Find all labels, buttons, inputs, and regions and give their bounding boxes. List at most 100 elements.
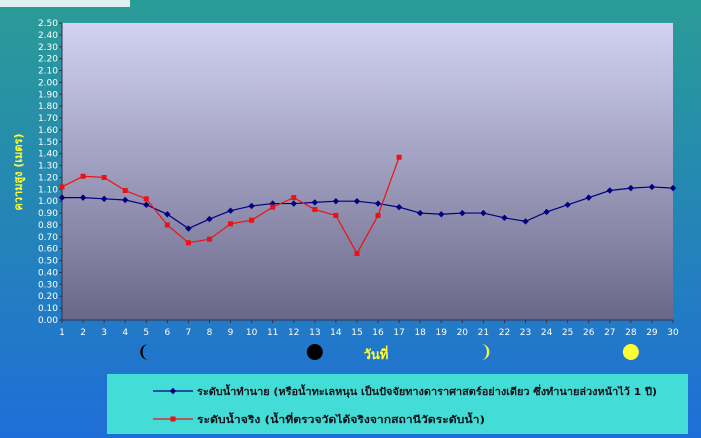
x-tick-label: 28	[625, 328, 637, 338]
x-tick-label: 19	[436, 328, 448, 338]
data-point	[501, 214, 508, 222]
data-point	[79, 194, 87, 201]
x-tick-label: 14	[330, 328, 342, 338]
y-tick-label: 0.90	[38, 209, 58, 219]
data-point	[185, 240, 191, 246]
x-tick-label: 2	[80, 328, 86, 338]
y-tick-label: 2.30	[38, 43, 58, 53]
legend-entry-observed: ระดับน้ำจริง (น้ำที่ตรวจวัดได้จริงจากสถา…	[153, 412, 485, 426]
x-tick-label: 18	[414, 328, 426, 338]
x-tick-label: 9	[228, 328, 234, 338]
y-tick-label: 0.00	[38, 316, 58, 326]
legend-box	[107, 374, 688, 434]
data-point	[185, 225, 192, 232]
x-tick-label: 27	[604, 328, 615, 338]
legend-label: ระดับน้ำทำนาย (หรือน้ำทะเลหนุน เป็นปัจจั…	[197, 384, 657, 398]
data-point	[311, 199, 319, 206]
data-point	[206, 236, 212, 242]
data-point	[291, 195, 297, 201]
data-point	[522, 218, 529, 225]
x-tick-label: 23	[520, 328, 531, 338]
data-point	[143, 201, 150, 208]
data-point	[374, 200, 382, 207]
moon-phase-row	[140, 344, 639, 360]
legend-entry-predicted: ระดับน้ำทำนาย (หรือน้ำทะเลหนุน เป็นปัจจั…	[153, 384, 657, 398]
x-tick-label: 1	[59, 328, 65, 338]
x-axis: 1 2 3 4 5 6 7 8 9 10 11 12 13 14 15 16 17 18 19 20 21 22 23 24 2…	[59, 319, 679, 338]
y-tick-label: 1.90	[38, 90, 58, 100]
y-tick-label: 0.80	[38, 221, 58, 231]
observed-level-series	[59, 154, 402, 256]
y-tick-label: 0.60	[38, 245, 58, 255]
x-tick-label: 17	[393, 328, 404, 338]
data-point	[270, 204, 276, 210]
x-tick-label: 12	[288, 328, 299, 338]
data-point	[59, 184, 65, 190]
y-tick-label: 0.50	[38, 257, 58, 267]
x-tick-label: 21	[478, 328, 489, 338]
data-point	[648, 183, 656, 191]
x-tick-label: 8	[207, 328, 213, 338]
y-tick-label: 1.70	[38, 114, 58, 124]
data-point	[100, 195, 108, 203]
legend-swatch-marker	[169, 387, 177, 395]
x-tick-label: 15	[351, 328, 362, 338]
y-tick-label: 1.50	[38, 138, 58, 148]
x-tick-label: 29	[646, 328, 658, 338]
x-tick-label: 24	[541, 328, 553, 338]
data-point	[543, 208, 550, 216]
data-point	[164, 222, 170, 228]
data-point	[332, 198, 340, 205]
data-point	[585, 194, 592, 201]
x-tick-label: 6	[164, 328, 170, 338]
data-point	[248, 202, 255, 210]
y-tick-label: 0.10	[38, 304, 58, 314]
data-point	[122, 188, 128, 194]
y-tick-label: 1.60	[38, 126, 58, 136]
y-tick-label: 1.20	[38, 173, 58, 183]
data-point	[228, 221, 234, 227]
y-axis: 0.00 0.10 0.20 0.30 0.400.50 0.60 0.70 0.80 0.90…	[38, 19, 63, 326]
waxing-crescent-icon	[481, 344, 490, 360]
data-point	[122, 196, 129, 204]
y-tick-label: 2.50	[38, 19, 58, 29]
data-point	[416, 209, 424, 217]
y-tick-label: 1.30	[38, 162, 58, 172]
data-point	[58, 194, 66, 201]
x-tick-label: 30	[667, 328, 679, 338]
data-point	[627, 184, 635, 192]
y-tick-label: 1.00	[38, 197, 58, 207]
x-tick-label: 5	[143, 328, 149, 338]
predicted-level-series	[58, 183, 677, 232]
data-point	[80, 173, 86, 179]
y-tick-label: 0.30	[38, 280, 58, 290]
new-moon-icon	[306, 344, 323, 360]
y-tick-label: 2.40	[38, 31, 58, 41]
x-tick-label: 16	[372, 328, 384, 338]
data-point	[564, 201, 571, 208]
top-left-tab	[0, 0, 130, 7]
x-tick-label: 3	[101, 328, 107, 338]
y-tick-label: 2.10	[38, 67, 58, 77]
legend-label: ระดับน้ำจริง (น้ำที่ตรวจวัดได้จริงจากสถา…	[197, 412, 485, 426]
plot-area	[62, 23, 673, 320]
y-tick-label: 2.20	[38, 55, 58, 65]
data-point	[459, 209, 466, 217]
x-tick-label: 4	[122, 328, 128, 338]
data-point	[396, 154, 402, 160]
series-layer	[58, 154, 677, 256]
data-point	[333, 212, 339, 218]
data-point	[206, 215, 213, 223]
x-tick-label: 13	[309, 328, 320, 338]
series-line	[62, 186, 674, 230]
x-axis-title: วันที่	[364, 345, 389, 363]
x-tick-label: 26	[583, 328, 595, 338]
data-point	[312, 207, 318, 213]
full-moon-icon	[622, 344, 639, 360]
data-point	[164, 211, 171, 218]
x-tick-label: 20	[457, 328, 469, 338]
x-tick-label: 7	[186, 328, 192, 338]
y-tick-label: 2.00	[38, 78, 58, 88]
y-tick-label: 1.10	[38, 185, 58, 195]
